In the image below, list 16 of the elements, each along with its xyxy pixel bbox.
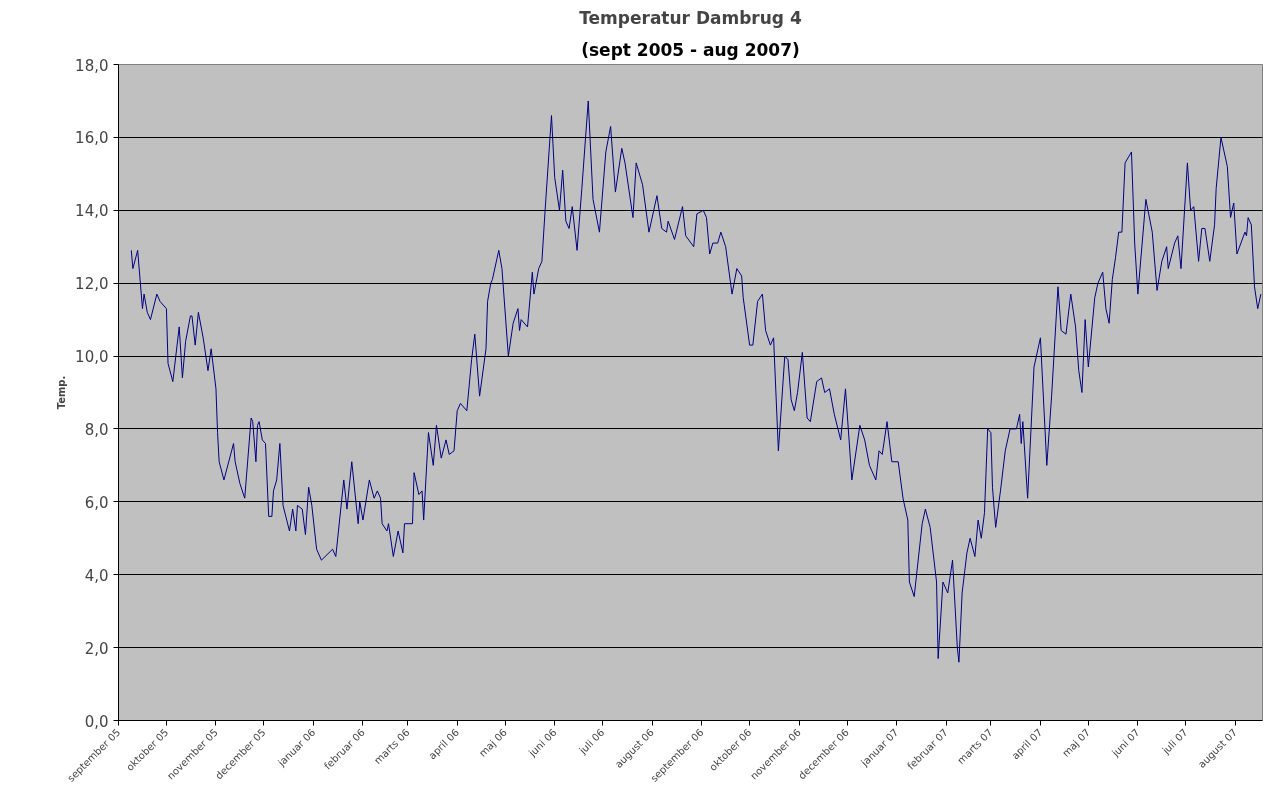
y-axis-title: Temp.: [56, 375, 68, 410]
y-tick-label: 2,0: [84, 639, 109, 658]
x-tick-label: juli 06: [576, 726, 607, 757]
x-tick-label: juli 07: [1159, 726, 1190, 757]
y-tick-label: 0,0: [84, 712, 109, 731]
y-tick-label: 4,0: [84, 566, 109, 585]
y-tick-label: 12,0: [75, 275, 109, 294]
y-tick-label: 14,0: [75, 202, 109, 221]
line-series: [130, 100, 1262, 663]
y-tick-label: 6,0: [84, 493, 109, 512]
y-tick-label: 10,0: [75, 348, 109, 367]
y-tick-label: 18,0: [75, 56, 109, 75]
chart-subtitle: (sept 2005 - aug 2007): [581, 39, 800, 60]
y-tick-label: 16,0: [75, 129, 109, 148]
y-tick-label: 8,0: [84, 420, 109, 439]
chart-title: Temperatur Dambrug 4: [579, 7, 802, 28]
